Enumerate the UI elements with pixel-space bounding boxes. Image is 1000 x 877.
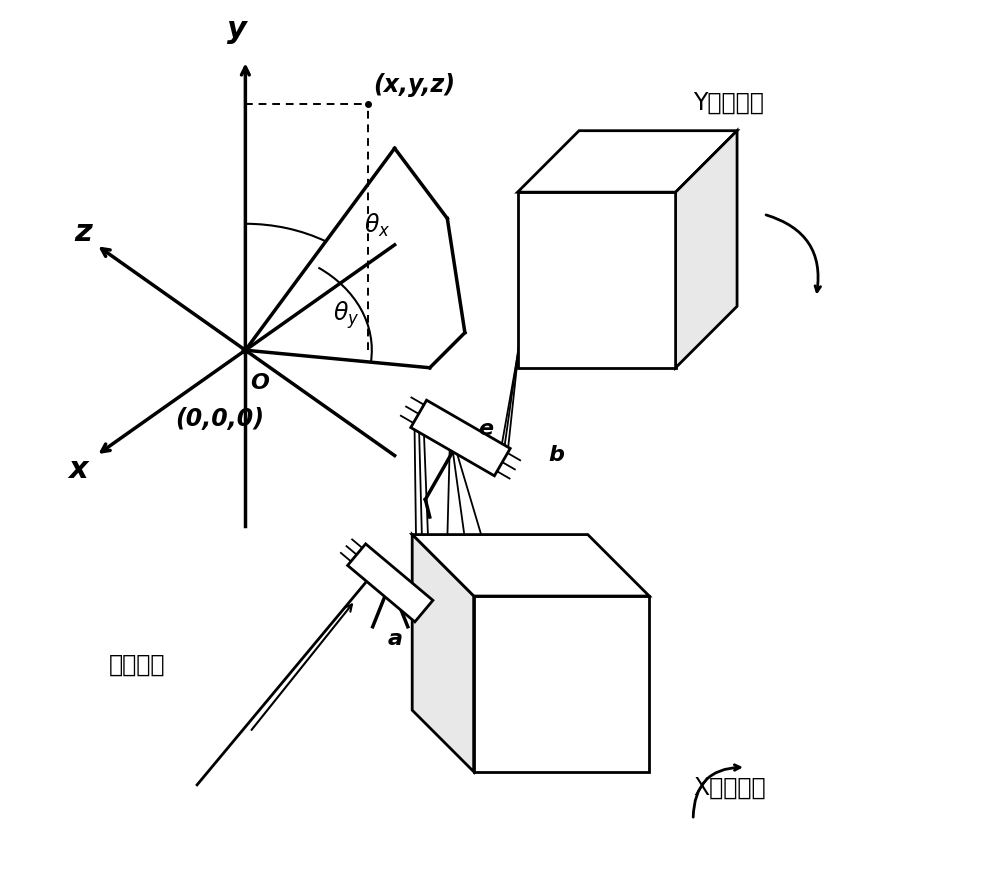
Polygon shape xyxy=(518,193,676,368)
Text: Y扫描振镜: Y扫描振镜 xyxy=(693,90,764,115)
Polygon shape xyxy=(411,401,510,476)
Text: $\theta_x$: $\theta_x$ xyxy=(364,211,390,239)
Polygon shape xyxy=(412,535,649,596)
Text: z: z xyxy=(74,217,92,247)
Polygon shape xyxy=(518,132,737,193)
Text: X扫描振镜: X扫描振镜 xyxy=(693,774,766,799)
Text: a: a xyxy=(387,629,402,649)
Text: b: b xyxy=(548,445,564,465)
Text: $\theta_y$: $\theta_y$ xyxy=(333,299,360,331)
Polygon shape xyxy=(348,545,433,622)
Text: e: e xyxy=(478,418,493,438)
Text: (0,0,0): (0,0,0) xyxy=(175,406,264,431)
Polygon shape xyxy=(676,132,737,368)
Polygon shape xyxy=(412,535,474,772)
Text: 输入光束: 输入光束 xyxy=(109,652,166,676)
Text: y: y xyxy=(227,15,247,44)
Text: (x,y,z): (x,y,z) xyxy=(373,73,455,97)
Text: O: O xyxy=(250,373,269,393)
Polygon shape xyxy=(474,596,649,772)
Text: x: x xyxy=(69,454,88,484)
